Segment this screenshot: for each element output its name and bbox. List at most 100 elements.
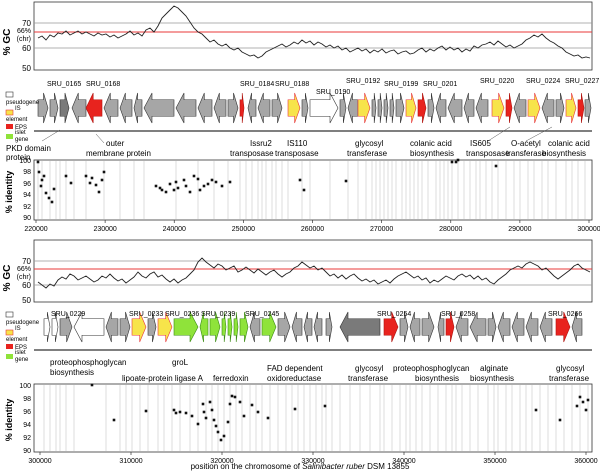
gene-arrow (71, 92, 87, 124)
x-tick-label: 360000 (574, 458, 597, 465)
annot-colanic2-2: biosynthesis (542, 149, 586, 158)
gene-id-SRU_0201: SRU_0201 (423, 81, 457, 88)
identity-axis-label-bottom: % identity (4, 399, 14, 442)
legend-islet-label-2: gene (15, 137, 29, 143)
gc-tick-chr-label-top: (chr) (17, 36, 31, 43)
id-tick-94-top: 94 (23, 192, 31, 199)
identity-point (188, 190, 192, 194)
gene-id-SRU_0190: SRU_0190 (316, 89, 350, 96)
gene-arrow (261, 311, 277, 343)
identity-point (586, 398, 590, 402)
legend-pseudogene-label: pseudogene (6, 100, 40, 106)
identity-point (84, 174, 88, 178)
identity-point (216, 430, 220, 434)
gc-tick-70-bottom: 70 (22, 257, 31, 266)
legend-is-swatch (5, 109, 14, 116)
identity-point (219, 438, 223, 442)
legend-eps-label-b: EPS (15, 345, 27, 351)
identity-point (250, 403, 254, 407)
gene-arrow (119, 92, 133, 124)
gene-arrow (469, 311, 487, 343)
x-tick-label: 290000 (508, 226, 531, 233)
x-tick-label: 340000 (392, 458, 415, 465)
gene-id-SRU_0258: SRU_0258 (441, 311, 475, 318)
legend-is-label-b: IS (15, 326, 21, 332)
identity-point (190, 414, 194, 418)
identity-point (534, 408, 538, 412)
id-tick-98-top: 98 (23, 169, 31, 176)
gene-arrow (463, 92, 475, 124)
gene-arrow (565, 92, 577, 124)
gene-arrow (105, 311, 119, 343)
gene-arrow (209, 311, 221, 343)
annot-issru2-1: Issru2 (250, 139, 272, 148)
gene-arrow (371, 92, 377, 124)
gene-arrow (131, 311, 147, 343)
gene-arrow (133, 92, 143, 124)
identity-point (256, 410, 260, 414)
gene-arrow (445, 311, 455, 343)
gene-map-top: SRU_0165 SRU_0168 SRU_0184 SRU_0188 SRU_… (5, 78, 599, 162)
x-tick-label: 350000 (483, 458, 506, 465)
annot-fad-2: oxidoreductase (267, 374, 322, 383)
identity-point (176, 186, 180, 190)
gene-arrow (539, 311, 553, 343)
identity-point (494, 164, 498, 168)
gc-tick-chr-label-bottom: (chr) (17, 274, 31, 281)
gene-arrow (85, 92, 103, 124)
gene-id-SRU_0236: SRU_0236 (165, 311, 199, 318)
x-tick-label: 310000 (119, 458, 142, 465)
x-tick-label: 260000 (301, 226, 324, 233)
identity-point (44, 191, 48, 195)
identity-point (184, 411, 188, 415)
annot-alginate-2: biosynthesis (470, 374, 514, 383)
identity-point (210, 178, 214, 182)
x-tick-label: 330000 (301, 458, 324, 465)
legend-eps-swatch-b (6, 344, 13, 349)
gene-arrow (49, 92, 59, 124)
gene-arrow (505, 92, 513, 124)
identity-point (450, 160, 454, 164)
annot-is605-1: IS605 (470, 139, 491, 148)
annot-is110-2: transposase (275, 149, 319, 158)
gene-arrow (247, 92, 257, 124)
x-axis-bottom: 300000 310000 320000 330000 340000 350000 3600… (28, 452, 598, 465)
identity-point (174, 180, 178, 184)
identity-point (40, 178, 44, 182)
identity-point (206, 182, 210, 186)
id-tick-92-top: 92 (23, 204, 31, 211)
identity-point (158, 186, 162, 190)
gene-id-SRU_0224: SRU_0224 (526, 78, 560, 85)
annot-pkd-2: protein (6, 153, 30, 162)
gc-curve-bottom (37, 257, 591, 289)
gene-arrow (421, 311, 435, 343)
x-axis-top: 220000 230000 240000 250000 260000 270000 2800… (24, 220, 600, 233)
gene-arrow (577, 92, 585, 124)
legend-top: pseudogene IS element EPS islet gene (5, 91, 40, 143)
gene-id-SRU_0168: SRU_0168 (86, 81, 120, 88)
annot-oacetyl-2: transferase (506, 149, 547, 158)
gene-id-SRU_0233: SRU_0233 (129, 311, 163, 318)
annot-oacetyl-1: O-acetyl (511, 139, 541, 148)
id-tick-94-bottom: 94 (23, 422, 31, 429)
gene-id-SRU_0254: SRU_0254 (377, 311, 411, 318)
identity-point (88, 181, 92, 185)
gene-arrow (357, 92, 371, 124)
gene-arrow (427, 92, 435, 124)
gene-id-SRU_0245: SRU_0245 (245, 311, 279, 318)
annot-ppg2-1: proteophosphoglycan (393, 364, 470, 373)
gene-id-SRU_0184: SRU_0184 (240, 81, 274, 88)
identity-point (298, 178, 302, 182)
gene-arrow (227, 311, 233, 343)
x-tick-label: 220000 (24, 226, 47, 233)
x-tick-label: 270000 (370, 226, 393, 233)
gene-arrow (325, 311, 333, 343)
identity-point (144, 409, 148, 413)
annot-pkd-1: PKD domain (6, 144, 51, 153)
gene-arrow (233, 311, 239, 343)
gene-id-SRU_0229: SRU_0229 (51, 311, 85, 318)
gene-id-SRU_0165: SRU_0165 (47, 81, 81, 88)
x-tick-label: 320000 (210, 458, 233, 465)
gene-arrow (287, 92, 301, 124)
